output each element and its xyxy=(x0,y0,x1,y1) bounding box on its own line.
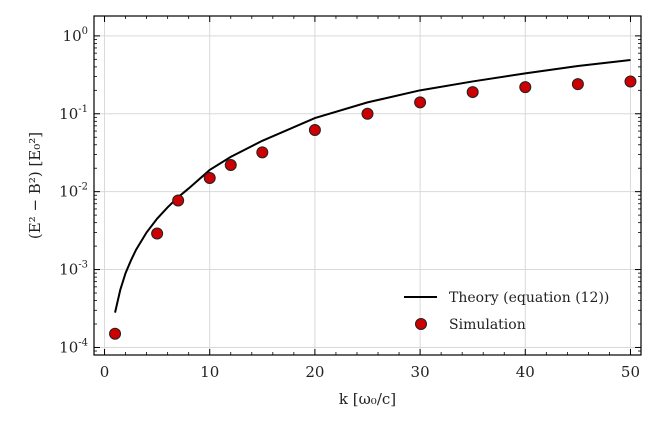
y-tick-label: 100 xyxy=(63,26,88,45)
plot-frame xyxy=(93,15,642,356)
x-tick-label: 20 xyxy=(305,363,324,381)
x-tick-label: 0 xyxy=(100,363,110,381)
x-tick-label: 50 xyxy=(621,363,640,381)
simulation-point xyxy=(308,123,321,136)
x-axis-label: k [ω₀/c] xyxy=(339,390,396,408)
legend-simulation-swatch xyxy=(415,318,427,330)
simulation-point xyxy=(519,81,532,94)
simulation-point xyxy=(414,96,427,109)
simulation-point xyxy=(466,86,479,99)
simulation-point xyxy=(224,158,237,171)
grid xyxy=(94,16,641,355)
y-tick-label: 10-1 xyxy=(59,104,88,123)
simulation-point xyxy=(172,194,185,207)
x-tick-label: 10 xyxy=(200,363,219,381)
ticks xyxy=(94,16,641,356)
simulation-point xyxy=(624,75,637,88)
legend-theory-label: Theory (equation (12)) xyxy=(449,290,609,306)
x-tick-label: 30 xyxy=(411,363,430,381)
simulation-point xyxy=(109,327,122,340)
x-tick-label: 40 xyxy=(516,363,535,381)
simulation-point xyxy=(203,171,216,184)
simulation-point xyxy=(256,146,269,159)
series-layer xyxy=(109,59,637,340)
simulation-point xyxy=(571,78,584,91)
y-tick-label: 10-3 xyxy=(59,260,88,279)
simulation-point xyxy=(151,227,164,240)
legend-simulation-label: Simulation xyxy=(449,317,526,333)
theory-line xyxy=(114,59,631,313)
tick-labels: 0 10 20 30 40 50 10-4 10-3 10-2 10-1 100 xyxy=(59,26,640,381)
simulation-point xyxy=(361,107,374,120)
y-tick-label: 10-2 xyxy=(59,182,88,201)
legend: Theory (equation (12)) Simulation xyxy=(404,290,609,333)
y-tick-label: 10-4 xyxy=(59,337,88,356)
y-axis-label: (E² − B²) [E₀²] xyxy=(26,132,44,239)
